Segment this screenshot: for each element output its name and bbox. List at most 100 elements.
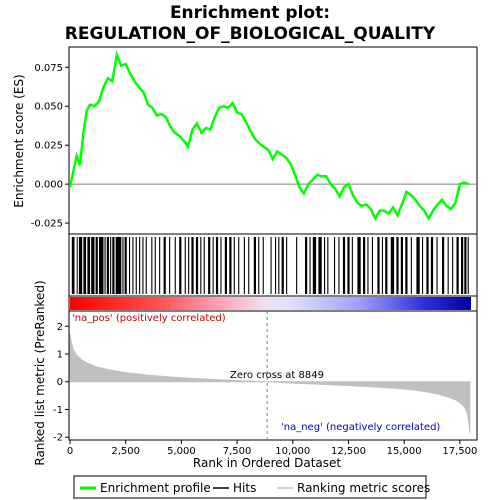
hit-mark [175, 237, 176, 294]
metric-y-tick-label: -1 [53, 405, 63, 416]
negative-correlation-label: 'na_neg' (negatively correlated) [281, 422, 440, 433]
ranking-heatmap-bar [70, 297, 471, 310]
hit-mark [431, 237, 433, 294]
hit-mark [234, 237, 235, 294]
hit-mark [72, 237, 75, 294]
hit-mark [437, 237, 438, 294]
hit-mark [79, 237, 82, 294]
x-tick-label: 5,000 [167, 446, 196, 457]
hit-mark [169, 237, 170, 294]
hit-mark [132, 237, 133, 294]
hit-mark [196, 237, 198, 294]
hit-mark [155, 237, 156, 294]
hit-mark [213, 237, 214, 294]
hit-mark [129, 237, 130, 294]
metric-y-axis-label: Ranked list metric (PreRanked) [33, 280, 47, 465]
chart-title-line1: Enrichment plot: [170, 3, 330, 23]
hit-mark [401, 237, 403, 294]
metric-y-tick-label: 2 [57, 322, 63, 333]
hit-mark [110, 237, 111, 294]
hit-mark [367, 237, 368, 294]
hit-mark [461, 237, 463, 294]
hit-mark [96, 237, 98, 294]
hit-mark [422, 237, 423, 294]
hit-mark [83, 237, 86, 294]
hit-mark [343, 237, 345, 294]
hit-mark [191, 237, 193, 294]
hit-mark [225, 237, 227, 294]
hit-mark [338, 237, 339, 294]
hit-mark [448, 237, 449, 294]
hit-mark [216, 237, 218, 294]
hit-mark [136, 237, 137, 294]
hit-mark [318, 237, 321, 294]
hit-mark [244, 237, 245, 294]
hit-mark [327, 237, 328, 294]
hit-mark [200, 237, 201, 294]
metric-y-tick-label: 0 [57, 377, 63, 388]
hit-mark [122, 237, 123, 294]
hit-mark [372, 237, 373, 294]
hit-mark [405, 237, 407, 294]
hit-mark [442, 237, 444, 294]
hit-mark [258, 237, 259, 294]
x-tick-label: 15,000 [387, 446, 422, 457]
hit-mark [125, 237, 127, 294]
hit-mark [452, 237, 453, 294]
hit-mark [310, 237, 311, 294]
hit-mark [204, 237, 205, 294]
metric-y-tick-label: -2 [53, 433, 63, 444]
hit-mark [385, 237, 387, 294]
hit-mark [159, 237, 160, 294]
x-tick-label: 17,500 [442, 446, 477, 457]
hit-mark [105, 237, 106, 294]
hit-mark [248, 237, 249, 294]
es-y-tick-label: 0.050 [34, 102, 63, 113]
hit-mark [116, 237, 122, 294]
legend: Enrichment profile Hits Ranking metric s… [74, 476, 430, 498]
hit-mark [77, 237, 78, 294]
hit-mark [151, 237, 152, 294]
hit-mark [263, 237, 264, 294]
hit-mark [426, 237, 428, 294]
hit-mark [464, 237, 466, 294]
hit-mark [254, 237, 256, 294]
hit-mark [382, 237, 383, 294]
hit-mark [146, 237, 147, 294]
es-y-tick-label: 0.000 [34, 180, 63, 191]
hit-mark [377, 237, 379, 294]
x-tick-label: 0 [67, 446, 73, 457]
legend-metric-label: Ranking metric scores [297, 481, 430, 495]
legend-hits-label: Hits [233, 481, 256, 495]
hit-mark [357, 237, 360, 294]
hit-mark [296, 237, 297, 294]
hit-mark [396, 237, 398, 294]
hit-mark [282, 237, 284, 294]
hit-mark [99, 237, 104, 294]
hit-mark [139, 237, 140, 294]
hit-mark [411, 237, 412, 294]
metric-y-tick-label: 1 [57, 350, 63, 361]
legend-es-label: Enrichment profile [100, 481, 211, 495]
hit-mark [457, 237, 459, 294]
hit-mark [185, 237, 186, 294]
hit-mark [142, 237, 143, 294]
hit-mark [313, 237, 316, 294]
hit-mark [334, 237, 335, 294]
hit-mark [275, 237, 276, 294]
hit-mark [164, 237, 166, 294]
hit-mark [229, 237, 231, 294]
hit-mark [352, 237, 353, 294]
hit-mark [286, 237, 287, 294]
hit-mark [363, 237, 365, 294]
hits-panel [69, 234, 477, 296]
hit-mark [107, 237, 109, 294]
hit-mark [305, 237, 307, 294]
hit-mark [238, 237, 239, 294]
es-y-tick-label: 0.025 [34, 141, 63, 152]
hit-mark [220, 237, 221, 294]
chart-title-line2: REGULATION_OF_BIOLOGICAL_QUALITY [65, 24, 436, 44]
es-y-tick-label: -0.025 [31, 219, 63, 230]
hit-mark [271, 237, 272, 294]
hit-mark [278, 237, 279, 294]
